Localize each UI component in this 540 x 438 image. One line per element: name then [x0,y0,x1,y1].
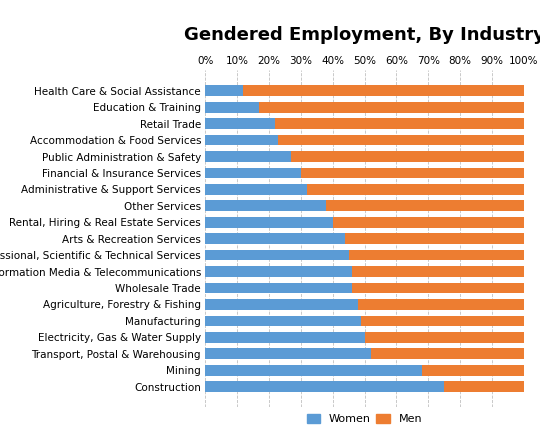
Bar [205,381,444,392]
Bar [352,283,524,293]
Bar [205,85,244,96]
Bar [361,315,524,326]
Bar [205,233,346,244]
Bar [444,381,524,392]
Bar [364,332,524,343]
Bar [358,299,524,310]
Bar [205,135,279,145]
Bar [422,365,524,375]
Bar [205,266,352,277]
Bar [371,349,524,359]
Bar [205,102,259,113]
Bar [279,135,524,145]
Bar [275,118,524,129]
Bar [205,349,371,359]
Bar [205,332,364,343]
Bar [244,85,524,96]
Bar [333,217,524,228]
Bar [259,102,524,113]
Bar [346,233,524,244]
Bar [205,283,352,293]
Bar [205,151,291,162]
Bar [205,118,275,129]
Bar [307,184,524,195]
Bar [205,365,422,375]
Title: Gendered Employment, By Industry: Gendered Employment, By Industry [184,25,540,43]
Bar [326,201,524,211]
Bar [349,250,524,261]
Bar [205,299,358,310]
Bar [352,266,524,277]
Bar [205,315,361,326]
Bar [205,168,301,178]
Bar [205,201,326,211]
Bar [205,184,307,195]
Bar [205,250,349,261]
Legend: Women, Men: Women, Men [302,410,427,429]
Bar [205,217,333,228]
Bar [301,168,524,178]
Bar [291,151,524,162]
